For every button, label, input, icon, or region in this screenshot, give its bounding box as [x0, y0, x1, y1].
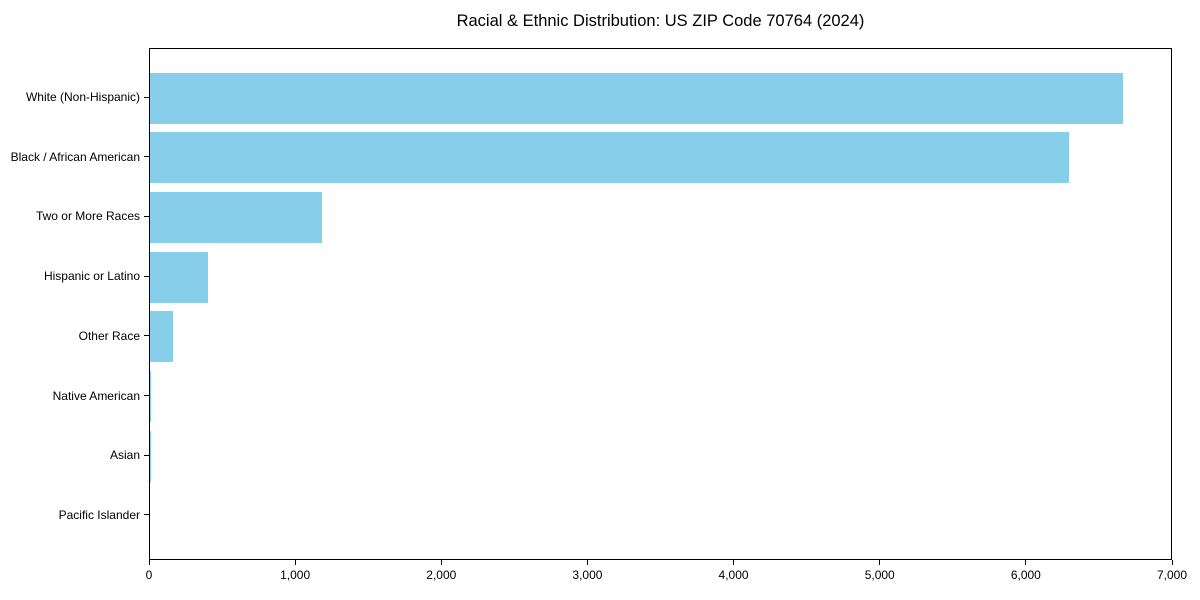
bar-black-african-american: [150, 132, 1070, 184]
y-tick-mark: [144, 454, 149, 456]
x-tick-label: 3,000: [572, 568, 603, 582]
y-tick-label: Two or More Races: [35, 209, 140, 224]
x-tick-mark: [586, 560, 588, 565]
x-tick-label: 2,000: [426, 568, 457, 582]
y-tick-mark: [144, 156, 149, 158]
x-tick-mark: [440, 560, 442, 565]
x-tick-label: 1,000: [280, 568, 311, 582]
x-tick-mark: [294, 560, 296, 565]
x-tick-label: 4,000: [718, 568, 749, 582]
y-tick-label: White (Non-Hispanic): [25, 90, 140, 104]
x-tick-label: 7,000: [1156, 568, 1188, 582]
y-tick-label: Pacific Islander: [58, 507, 140, 522]
plot-area: [149, 48, 1172, 560]
y-tick-mark: [144, 514, 149, 516]
x-tick-label: 0: [145, 568, 153, 582]
x-tick-label: 5,000: [864, 568, 895, 582]
bar-white-non-hispanic: [150, 72, 1123, 124]
y-tick-label: Other Race: [78, 328, 140, 343]
x-tick-mark: [879, 560, 881, 565]
y-tick-mark: [144, 215, 149, 217]
y-tick-label: Native American: [52, 388, 140, 403]
x-tick-mark: [733, 560, 735, 565]
x-tick-mark: [1171, 560, 1173, 565]
y-tick-label: Asian: [109, 448, 140, 463]
chart-title: Racial & Ethnic Distribution: US ZIP Cod…: [456, 12, 865, 30]
x-tick-mark: [1025, 560, 1027, 565]
bar-two-or-more-races: [150, 191, 323, 243]
bar-hispanic-or-latino: [150, 251, 208, 303]
bar-other-race: [150, 311, 173, 363]
x-tick-mark: [148, 560, 150, 565]
y-tick-mark: [144, 395, 149, 396]
y-tick-mark: [144, 335, 149, 337]
y-tick-label: Black / African American: [10, 149, 140, 164]
y-tick-mark: [144, 96, 149, 98]
x-tick-label: 6,000: [1010, 568, 1041, 582]
y-tick-label: Hispanic or Latino: [43, 269, 140, 284]
y-tick-mark: [144, 275, 149, 277]
bar-native-american: [150, 371, 152, 422]
